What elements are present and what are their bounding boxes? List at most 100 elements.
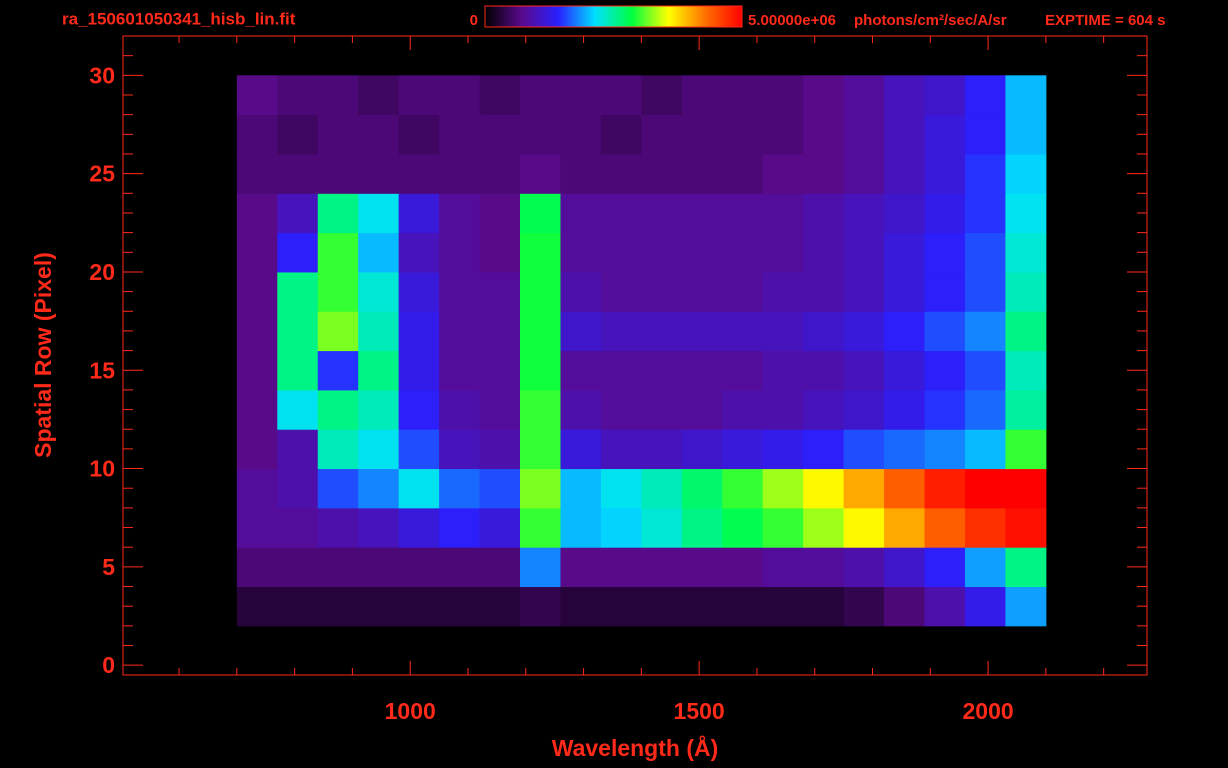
heatmap-cell bbox=[520, 193, 561, 234]
heatmap-cell bbox=[479, 507, 521, 548]
heatmap-cell bbox=[560, 547, 602, 588]
heatmap-cell bbox=[317, 429, 359, 470]
heatmap-cell bbox=[924, 547, 966, 588]
heatmap-cell bbox=[681, 429, 723, 470]
heatmap-cell bbox=[1005, 271, 1047, 312]
heatmap-cell bbox=[600, 271, 642, 312]
heatmap-cell bbox=[520, 75, 561, 116]
heatmap-cell bbox=[843, 75, 885, 116]
heatmap-cell bbox=[641, 114, 683, 155]
heatmap-cell bbox=[520, 429, 561, 470]
heatmap-cell bbox=[964, 429, 1006, 470]
heatmap-cell bbox=[803, 311, 845, 352]
y-tick-label: 30 bbox=[89, 62, 115, 88]
heatmap-cell bbox=[236, 232, 278, 273]
heatmap-cell bbox=[317, 507, 359, 548]
heatmap-cell bbox=[1005, 507, 1047, 548]
heatmap-cell bbox=[398, 350, 440, 391]
heatmap-cell bbox=[641, 350, 683, 391]
heatmap-cell bbox=[479, 547, 521, 588]
heatmap-cell bbox=[1005, 389, 1047, 430]
x-tick-label: 1500 bbox=[674, 698, 725, 724]
heatmap-cell bbox=[722, 232, 764, 273]
heatmap-cell bbox=[560, 114, 602, 155]
heatmap-cell bbox=[600, 114, 642, 155]
heatmap-cell bbox=[560, 429, 602, 470]
heatmap-cell bbox=[762, 468, 804, 509]
heatmap-cell bbox=[398, 114, 440, 155]
x-axis-title: Wavelength (Å) bbox=[552, 734, 719, 761]
heatmap-cell bbox=[439, 114, 481, 155]
heatmap-cell bbox=[398, 429, 440, 470]
y-tick-label: 0 bbox=[102, 652, 115, 678]
heatmap-cell bbox=[277, 547, 319, 588]
heatmap-cell bbox=[762, 114, 804, 155]
heatmap-cell bbox=[479, 193, 521, 234]
heatmap-cell bbox=[317, 311, 359, 352]
heatmap-cell bbox=[681, 586, 723, 627]
heatmap-cell bbox=[803, 586, 845, 627]
heatmap-cell bbox=[520, 114, 561, 155]
heatmap-cell bbox=[681, 75, 723, 116]
heatmap-cell bbox=[520, 586, 561, 627]
heatmap-cell bbox=[762, 389, 804, 430]
heatmap-cell bbox=[803, 350, 845, 391]
y-tick-label: 20 bbox=[89, 259, 115, 285]
heatmap-cell bbox=[236, 311, 278, 352]
heatmap-cell bbox=[520, 507, 561, 548]
heatmap-cell bbox=[1005, 429, 1047, 470]
heatmap-cell bbox=[641, 311, 683, 352]
heatmap-cell bbox=[439, 232, 481, 273]
heatmap-cell bbox=[803, 75, 845, 116]
heatmap-cell bbox=[1005, 586, 1047, 627]
heatmap-cell bbox=[560, 232, 602, 273]
heatmap-cell bbox=[1005, 75, 1047, 116]
heatmap-cell bbox=[722, 586, 764, 627]
heatmap-cell bbox=[884, 232, 926, 273]
heatmap-cell bbox=[600, 547, 642, 588]
plot-frame bbox=[122, 35, 1148, 676]
heatmap-cell bbox=[681, 193, 723, 234]
heatmap-cell bbox=[520, 389, 561, 430]
heatmap-cell bbox=[1005, 468, 1047, 509]
x-tick-label: 1000 bbox=[385, 698, 436, 724]
heatmap-cell bbox=[277, 311, 319, 352]
heatmap-cell bbox=[398, 232, 440, 273]
heatmap-cell bbox=[1005, 153, 1047, 194]
heatmap-cell bbox=[762, 271, 804, 312]
heatmap-cell bbox=[722, 193, 764, 234]
heatmap-cell bbox=[277, 114, 319, 155]
heatmap-cell bbox=[924, 350, 966, 391]
heatmap-cell bbox=[641, 429, 683, 470]
heatmap-cell bbox=[803, 389, 845, 430]
heatmap-cell bbox=[600, 193, 642, 234]
heatmap-cell bbox=[439, 586, 481, 627]
heatmap-cell bbox=[1005, 193, 1047, 234]
heatmap-cell bbox=[1005, 350, 1047, 391]
heatmap-cell bbox=[924, 153, 966, 194]
heatmap-cell bbox=[236, 75, 278, 116]
heatmap-cell bbox=[843, 547, 885, 588]
heatmap-cell bbox=[439, 193, 481, 234]
heatmap-cell bbox=[317, 586, 359, 627]
heatmap-cell bbox=[358, 114, 400, 155]
heatmap-cell bbox=[479, 153, 521, 194]
heatmap-cell bbox=[964, 193, 1006, 234]
heatmap-cell bbox=[600, 311, 642, 352]
heatmap-cell bbox=[560, 153, 602, 194]
heatmap-cell bbox=[762, 311, 804, 352]
heatmap-cell bbox=[479, 350, 521, 391]
heatmap-cell bbox=[439, 271, 481, 312]
heatmap-cell bbox=[1005, 547, 1047, 588]
heatmap-cell bbox=[924, 232, 966, 273]
heatmap-cell bbox=[277, 271, 319, 312]
heatmap-cell bbox=[520, 547, 561, 588]
heatmap-cell bbox=[358, 232, 400, 273]
heatmap-cell bbox=[600, 389, 642, 430]
heatmap-cell bbox=[1005, 232, 1047, 273]
heatmap-cell bbox=[560, 75, 602, 116]
heatmap-cell bbox=[762, 507, 804, 548]
heatmap-cell bbox=[398, 547, 440, 588]
heatmap-cell bbox=[236, 429, 278, 470]
heatmap-cell bbox=[681, 311, 723, 352]
